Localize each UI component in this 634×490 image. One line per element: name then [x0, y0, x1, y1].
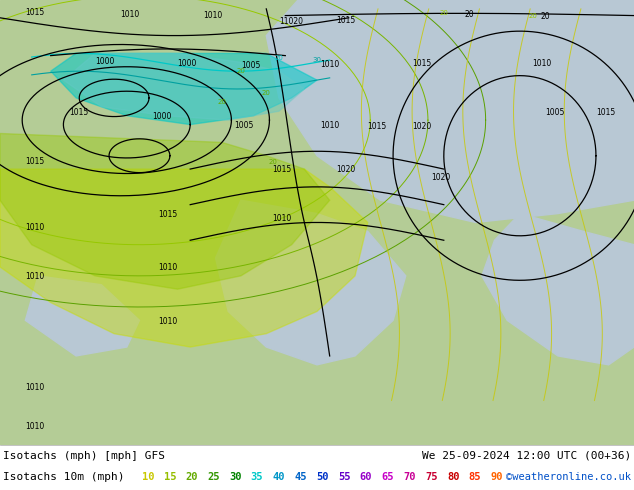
Text: 20: 20 — [439, 10, 448, 16]
Text: 1010: 1010 — [273, 215, 292, 223]
Polygon shape — [482, 214, 634, 365]
Text: 20: 20 — [268, 159, 277, 166]
Text: 65: 65 — [382, 472, 394, 482]
Text: 1000: 1000 — [95, 57, 114, 66]
Text: 1005: 1005 — [241, 61, 260, 71]
Text: 1015: 1015 — [336, 16, 355, 24]
Text: 10: 10 — [142, 472, 154, 482]
Text: 20: 20 — [236, 68, 245, 74]
Polygon shape — [51, 53, 317, 124]
Text: 1010: 1010 — [320, 60, 339, 69]
Text: 1015: 1015 — [70, 108, 89, 117]
Text: 25: 25 — [207, 472, 219, 482]
Text: 80: 80 — [447, 472, 460, 482]
Polygon shape — [0, 133, 330, 289]
Text: 1015: 1015 — [412, 59, 431, 68]
Text: 1010: 1010 — [203, 11, 222, 20]
Text: 1010: 1010 — [25, 272, 44, 281]
Text: 1015: 1015 — [368, 122, 387, 131]
Text: 11020: 11020 — [280, 17, 304, 26]
Text: 1010: 1010 — [25, 223, 44, 232]
Text: 20: 20 — [185, 472, 198, 482]
Text: 30: 30 — [313, 57, 321, 63]
Text: 1015: 1015 — [596, 108, 615, 117]
Text: 35: 35 — [251, 472, 263, 482]
Text: 15: 15 — [164, 472, 176, 482]
Text: 1020: 1020 — [412, 122, 431, 131]
Text: 30: 30 — [229, 472, 242, 482]
Text: 1005: 1005 — [235, 121, 254, 130]
Text: 1015: 1015 — [273, 166, 292, 174]
Polygon shape — [266, 0, 634, 222]
Text: 1015: 1015 — [158, 210, 178, 219]
Text: 50: 50 — [316, 472, 328, 482]
Text: We 25-09-2024 12:00 UTC (00+36): We 25-09-2024 12:00 UTC (00+36) — [422, 451, 631, 461]
Polygon shape — [25, 276, 139, 356]
Text: 40: 40 — [273, 472, 285, 482]
Text: 90: 90 — [491, 472, 503, 482]
Polygon shape — [63, 53, 304, 120]
Text: 1000: 1000 — [178, 59, 197, 68]
Text: 1010: 1010 — [120, 10, 139, 19]
Polygon shape — [216, 200, 406, 365]
Text: 20: 20 — [217, 99, 226, 105]
Text: 20: 20 — [464, 10, 474, 19]
Text: 1010: 1010 — [25, 384, 44, 392]
Text: 1015: 1015 — [25, 157, 44, 166]
Text: 85: 85 — [469, 472, 481, 482]
Text: 20: 20 — [262, 91, 271, 97]
Text: 20: 20 — [528, 13, 537, 19]
Text: 60: 60 — [359, 472, 372, 482]
Polygon shape — [0, 169, 368, 347]
Text: 1010: 1010 — [158, 263, 178, 272]
Text: 20: 20 — [540, 12, 550, 22]
Text: Isotachs 10m (mph): Isotachs 10m (mph) — [3, 472, 124, 482]
Text: Isotachs (mph) [mph] GFS: Isotachs (mph) [mph] GFS — [3, 451, 165, 461]
Text: 1010: 1010 — [533, 59, 552, 68]
Text: 1000: 1000 — [152, 112, 171, 121]
Text: 1010: 1010 — [320, 121, 339, 130]
Text: 1005: 1005 — [545, 108, 564, 117]
Text: 45: 45 — [294, 472, 307, 482]
Text: 1010: 1010 — [158, 317, 178, 326]
Text: 55: 55 — [338, 472, 351, 482]
Text: 75: 75 — [425, 472, 437, 482]
Text: 1020: 1020 — [336, 166, 355, 174]
Text: 1015: 1015 — [25, 8, 44, 17]
Text: 1020: 1020 — [431, 172, 450, 182]
Text: 1010: 1010 — [25, 422, 44, 431]
Text: 20: 20 — [275, 55, 283, 61]
Text: 70: 70 — [403, 472, 416, 482]
Text: ©weatheronline.co.uk: ©weatheronline.co.uk — [506, 472, 631, 482]
